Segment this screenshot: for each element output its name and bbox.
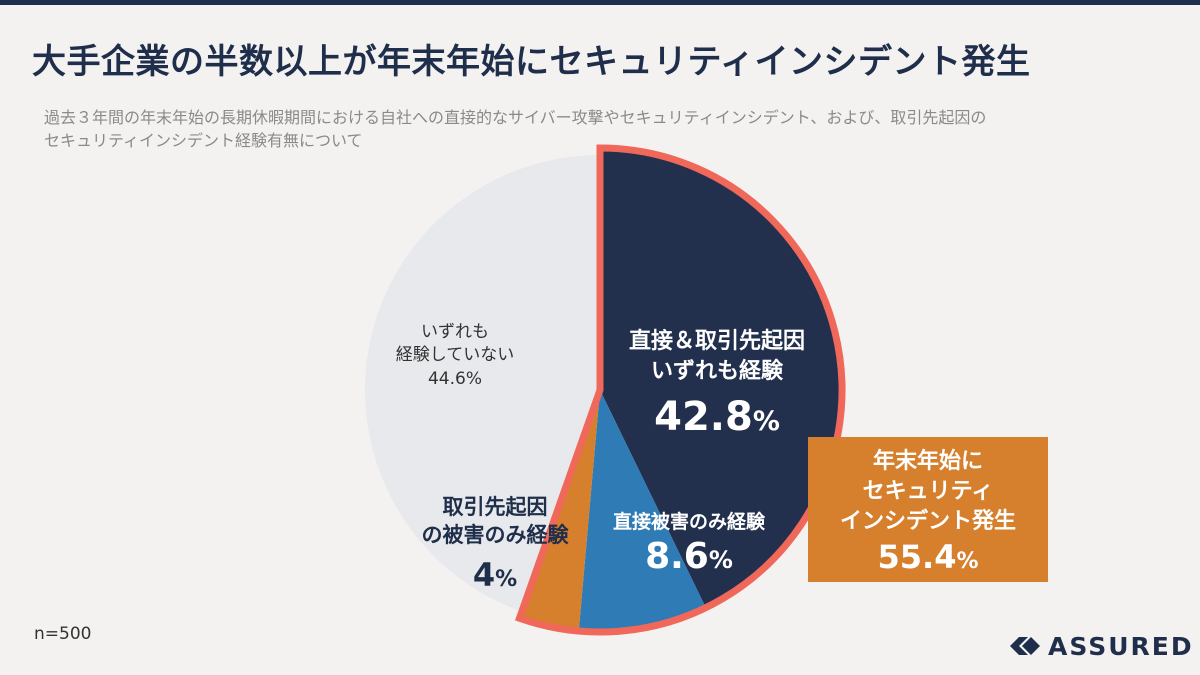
highlight-outline — [514, 144, 846, 636]
callout-value-number: 55.4 — [877, 538, 957, 576]
callout-value-percent: % — [956, 549, 979, 574]
brand-logo: ASSURED — [1008, 631, 1194, 661]
callout-label-line-2: セキュリティ — [862, 479, 994, 504]
highlight-callout: 年末年始に セキュリティ インシデント発生 55.4% — [808, 437, 1048, 582]
pie-slice-direct — [578, 390, 706, 632]
sample-size-note: n=500 — [34, 624, 92, 644]
brand-name: ASSURED — [1048, 631, 1194, 661]
slice-label-both-line-2: いずれも経験 — [651, 358, 784, 384]
slice-label-none-line-1: いずれも — [421, 322, 489, 342]
slice-label-none-line-2: 経験していない — [396, 345, 515, 365]
slice-value-percent-direct: % — [709, 546, 733, 574]
top-accent-bar — [0, 0, 1200, 5]
page-subtitle: 過去３年間の年末年始の長期休暇期間における自社への直接的なサイバー攻撃やセキュリ… — [44, 108, 987, 150]
pie-slice-none — [365, 155, 600, 612]
assured-logo-icon — [1010, 637, 1040, 655]
callout-value: 55.4% — [808, 538, 1048, 581]
callout-label-line-1: 年末年始に — [872, 449, 983, 474]
slice-value-percent-none: % — [466, 369, 482, 389]
slice-label-direct-line-1: 直接被害のみ経験 — [613, 510, 766, 533]
page-title: 大手企業の半数以上が年末年始にセキュリティインシデント発生 — [32, 42, 1031, 82]
slice-label-both-line-1: 直接＆取引先起因 — [629, 328, 805, 354]
pie-slice-both — [600, 148, 843, 608]
slice-value-percent-partner: % — [495, 567, 517, 592]
slice-value-none: 44.6% — [428, 369, 482, 389]
callout-label-line-3: インシデント発生 — [839, 509, 1016, 534]
slice-value-percent-both: % — [753, 406, 780, 437]
slice-label-partner-line-2: の被害のみ経験 — [422, 523, 570, 547]
slice-label-partner-line-1: 取引先起因 — [443, 495, 548, 519]
slice-value-partner: 4% — [473, 556, 517, 594]
